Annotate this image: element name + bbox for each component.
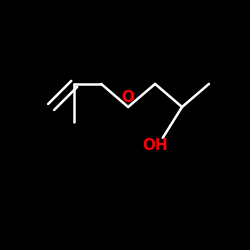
Text: OH: OH xyxy=(142,138,168,153)
Text: O: O xyxy=(122,90,134,105)
